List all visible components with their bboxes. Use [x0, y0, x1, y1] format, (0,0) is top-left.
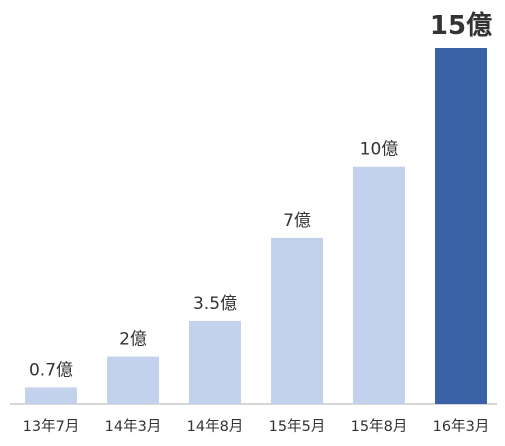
x-tick-label-4: 15年5月: [269, 418, 326, 435]
x-tick-label-2: 14年3月: [105, 418, 162, 435]
data-label-5: 10億: [360, 140, 399, 160]
bar-6: [435, 48, 487, 404]
data-label-3: 3.5億: [193, 294, 237, 314]
data-label-4: 7億: [283, 211, 311, 231]
data-label-2: 2億: [119, 330, 147, 350]
bar-3: [189, 320, 241, 404]
x-tick-label-1: 13年7月: [23, 418, 80, 435]
bar-2: [107, 356, 159, 404]
data-label-1: 0.7億: [29, 360, 73, 380]
x-tick-label-3: 14年8月: [187, 418, 244, 435]
x-tick-label-6: 16年3月: [433, 418, 490, 435]
bar-4: [271, 237, 323, 404]
data-label-6: 15億: [430, 11, 492, 41]
bar-1: [25, 387, 77, 404]
bar-5: [353, 166, 405, 404]
x-tick-label-5: 15年8月: [351, 418, 408, 435]
